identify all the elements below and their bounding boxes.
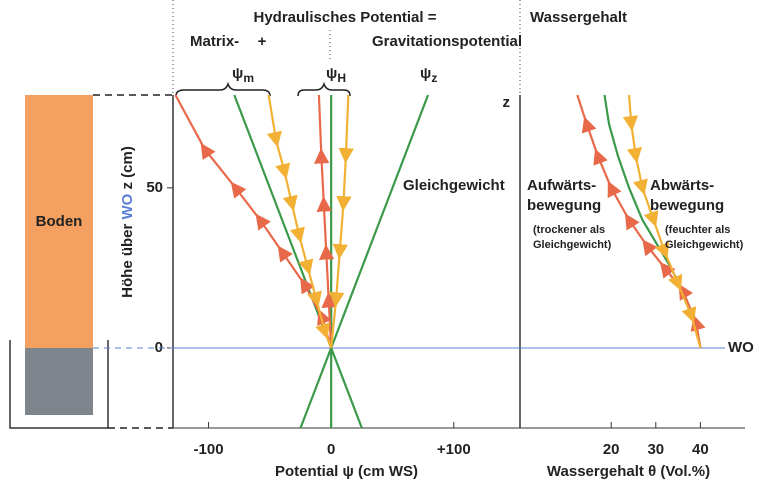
x-tick-label: 40 bbox=[692, 441, 709, 458]
brace bbox=[175, 81, 271, 97]
x-tick-label: 20 bbox=[603, 441, 620, 458]
series-note: (feuchter als bbox=[665, 224, 730, 236]
annotation: Gleichgewicht bbox=[403, 177, 505, 194]
series-note: Gleichgewicht) bbox=[533, 239, 612, 251]
chart-title: Hydraulisches Potential = bbox=[254, 9, 437, 26]
series-line bbox=[233, 94, 363, 429]
series-note: (trockener als bbox=[533, 224, 605, 236]
reference-label: WO bbox=[728, 339, 754, 356]
series-label: Aufwärts- bbox=[527, 177, 596, 194]
brace bbox=[297, 81, 351, 97]
y-axis-label: z bbox=[503, 94, 511, 111]
series-line bbox=[299, 94, 430, 429]
series-label: bewegung bbox=[650, 197, 724, 214]
soil-label: Boden bbox=[36, 213, 83, 230]
equation-term: Matrix- bbox=[190, 33, 239, 50]
y-axis-label: Höhe über WO z (cm) bbox=[119, 146, 136, 298]
series-label: ψH bbox=[326, 65, 346, 85]
series-line bbox=[576, 94, 706, 349]
equation-term: Gravitationspotential bbox=[372, 33, 522, 50]
chart-title: Wassergehalt bbox=[530, 9, 627, 26]
groundwater bbox=[25, 348, 93, 415]
soil-column bbox=[25, 95, 93, 348]
y-tick-label: 0 bbox=[155, 339, 163, 356]
series-note: Gleichgewicht) bbox=[665, 239, 744, 251]
x-tick-label: +100 bbox=[437, 441, 471, 458]
series-line bbox=[622, 94, 702, 349]
series-line bbox=[174, 94, 333, 349]
x-tick-label: -100 bbox=[194, 441, 224, 458]
equation-term: + bbox=[258, 33, 267, 50]
series-label: ψm bbox=[232, 65, 254, 85]
series-line bbox=[266, 94, 333, 349]
x-axis-label: Wassergehalt θ (Vol.%) bbox=[547, 463, 710, 480]
series-label: Abwärts- bbox=[650, 177, 714, 194]
container bbox=[9, 340, 109, 429]
x-tick-label: 30 bbox=[647, 441, 664, 458]
series-line bbox=[603, 94, 702, 349]
y-tick-label: 50 bbox=[146, 179, 163, 196]
series-label: bewegung bbox=[527, 197, 601, 214]
x-axis-label: Potential ψ (cm WS) bbox=[275, 463, 418, 480]
series-line bbox=[314, 94, 337, 349]
x-tick-label: 0 bbox=[327, 441, 335, 458]
series-line bbox=[329, 94, 354, 349]
series-label: ψz bbox=[420, 65, 437, 85]
